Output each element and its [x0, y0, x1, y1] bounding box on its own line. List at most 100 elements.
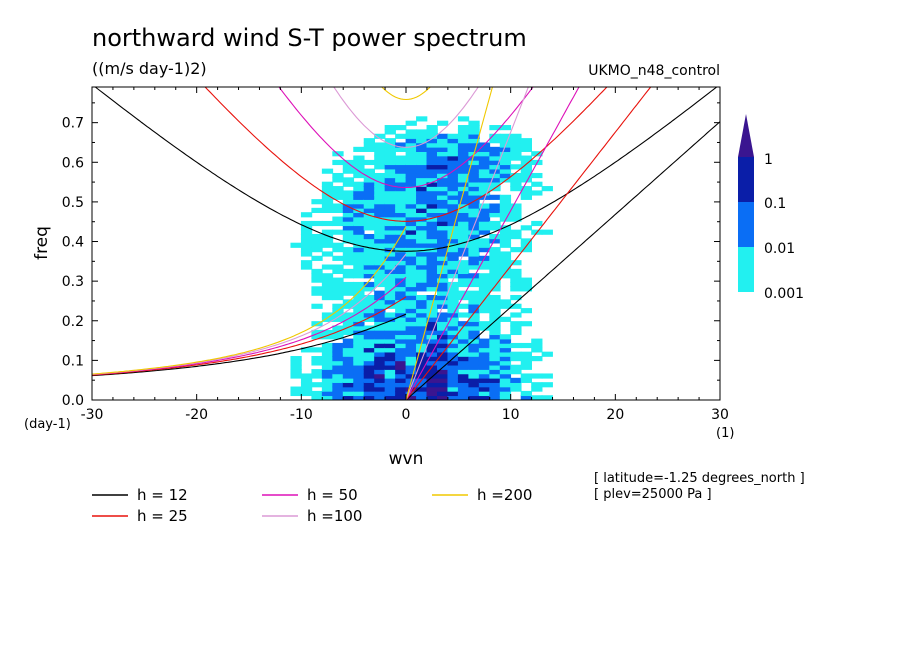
spectrum-cell: [510, 146, 522, 152]
spectrum-cell: [353, 207, 365, 213]
spectrum-cell: [405, 308, 417, 314]
spectrum-cell: [447, 382, 459, 388]
spectrum-cell: [416, 334, 428, 340]
spectrum-cell: [499, 199, 512, 205]
spectrum-cell: [405, 207, 417, 213]
spectrum-cell: [510, 155, 522, 161]
spectrum-cell: [332, 390, 344, 397]
spectrum-cell: [510, 203, 522, 209]
spectrum-cell: [510, 329, 522, 336]
spectrum-cell: [363, 268, 375, 275]
spectrum-cell: [489, 347, 501, 353]
spectrum-cell: [353, 334, 365, 340]
spectrum-cell: [447, 251, 459, 257]
spectrum-cell: [426, 203, 438, 209]
spectrum-cell: [457, 281, 470, 288]
spectrum-cell: [447, 373, 459, 379]
spectrum-cell: [426, 199, 438, 205]
spectrum-cell: [405, 316, 417, 322]
spectrum-cell: [363, 220, 375, 227]
spectrum-cell: [395, 347, 407, 353]
spectrum-cell: [353, 360, 365, 366]
spectrum-cell: [489, 264, 501, 270]
spectrum-cell: [499, 334, 512, 340]
spectrum-cell: [353, 369, 365, 375]
spectrum-cell: [489, 351, 501, 357]
spectrum-cell: [489, 295, 501, 301]
spectrum-cell: [395, 351, 407, 357]
spectrum-cell: [426, 312, 438, 318]
spectrum-cell: [321, 369, 334, 375]
spectrum-cell: [457, 303, 470, 309]
spectrum-cell: [384, 190, 396, 196]
spectrum-cell: [405, 212, 417, 218]
spectrum-cell: [342, 373, 355, 379]
spectrum-cell: [437, 338, 449, 344]
spectrum-cell: [405, 281, 417, 288]
spectrum-cell: [363, 347, 375, 353]
spectrum-cell: [457, 364, 470, 370]
spectrum-cell: [447, 260, 459, 266]
spectrum-cell: [363, 334, 375, 340]
x-axis-label: wvn: [389, 449, 424, 469]
spectrum-cell: [384, 242, 396, 248]
spectrum-cell: [321, 312, 334, 318]
spectrum-cell: [405, 360, 417, 366]
spectrum-cell: [447, 233, 459, 240]
spectrum-cell: [468, 334, 480, 340]
spectrum-cell: [290, 360, 302, 366]
spectrum-cell: [489, 369, 501, 375]
spectrum-cell: [384, 364, 396, 370]
spectrum-cell: [332, 395, 344, 400]
colorbar-label: 0.1: [764, 196, 786, 212]
spectrum-cell: [437, 347, 449, 353]
spectrum-cell: [468, 212, 480, 218]
kelvin-curve: [405, 87, 652, 400]
spectrum-cell: [363, 172, 375, 179]
spectrum-cell: [447, 181, 459, 187]
spectrum-cell: [311, 303, 323, 309]
spectrum-cell: [416, 268, 428, 275]
spectrum-cell: [499, 299, 512, 305]
spectrum-cell: [300, 225, 313, 231]
spectrum-cell: [447, 194, 459, 200]
spectrum-cell: [395, 277, 407, 283]
spectrum-cell: [395, 199, 407, 205]
spectrum-cell: [437, 299, 449, 305]
spectrum-cell: [311, 329, 323, 336]
spectrum-cell: [520, 172, 532, 179]
spectrum-cell: [405, 342, 417, 349]
spectrum-cell: [426, 146, 438, 152]
spectrum-cell: [426, 356, 438, 362]
spectrum-cell: [416, 373, 428, 379]
spectrum-cell: [374, 190, 386, 196]
spectrum-cell: [520, 159, 532, 166]
spectrum-cell: [353, 251, 365, 257]
spectrum-cell: [489, 334, 501, 340]
spectrum-shading: [290, 116, 553, 400]
spectrum-cell: [447, 299, 459, 305]
spectrum-cell: [342, 247, 355, 253]
spectrum-cell: [468, 172, 480, 179]
spectrum-cell: [384, 325, 396, 331]
plev-annotation: [ plev=25000 Pa ]: [594, 487, 712, 502]
y-tick-label: 0.1: [62, 353, 84, 369]
spectrum-cell: [520, 146, 532, 152]
y-tick-label: 0.4: [62, 235, 84, 251]
spectrum-cell: [395, 295, 407, 301]
spectrum-cell: [374, 203, 386, 209]
spectrum-cell: [405, 312, 417, 318]
spectrum-cell: [489, 260, 501, 266]
spectrum-cell: [363, 177, 375, 183]
spectrum-cell: [395, 360, 407, 366]
spectrum-cell: [353, 238, 365, 244]
spectrum-cell: [489, 207, 501, 213]
spectrum-cell: [321, 264, 334, 270]
y-tick-label: 0.3: [62, 274, 84, 290]
spectrum-cell: [374, 238, 386, 244]
spectrum-cell: [374, 316, 386, 322]
spectrum-cell: [353, 325, 365, 331]
spectrum-cell: [447, 142, 459, 148]
spectrum-cell: [405, 338, 417, 344]
spectrum-cell: [478, 369, 491, 375]
